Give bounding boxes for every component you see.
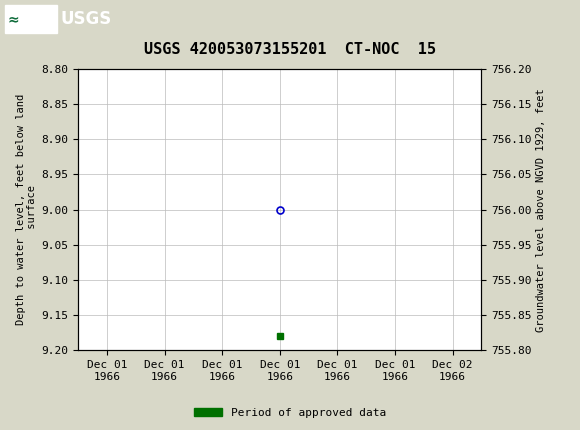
Y-axis label: Depth to water level, feet below land
 surface: Depth to water level, feet below land su… [16,94,38,325]
Legend: Period of approved data: Period of approved data [190,403,390,422]
Bar [5,5,57,33]
Text: ≈: ≈ [8,12,19,26]
Text: USGS: USGS [61,10,112,28]
Text: USGS 420053073155201  CT-NOC  15: USGS 420053073155201 CT-NOC 15 [144,42,436,57]
Y-axis label: Groundwater level above NGVD 1929, feet: Groundwater level above NGVD 1929, feet [536,88,546,332]
